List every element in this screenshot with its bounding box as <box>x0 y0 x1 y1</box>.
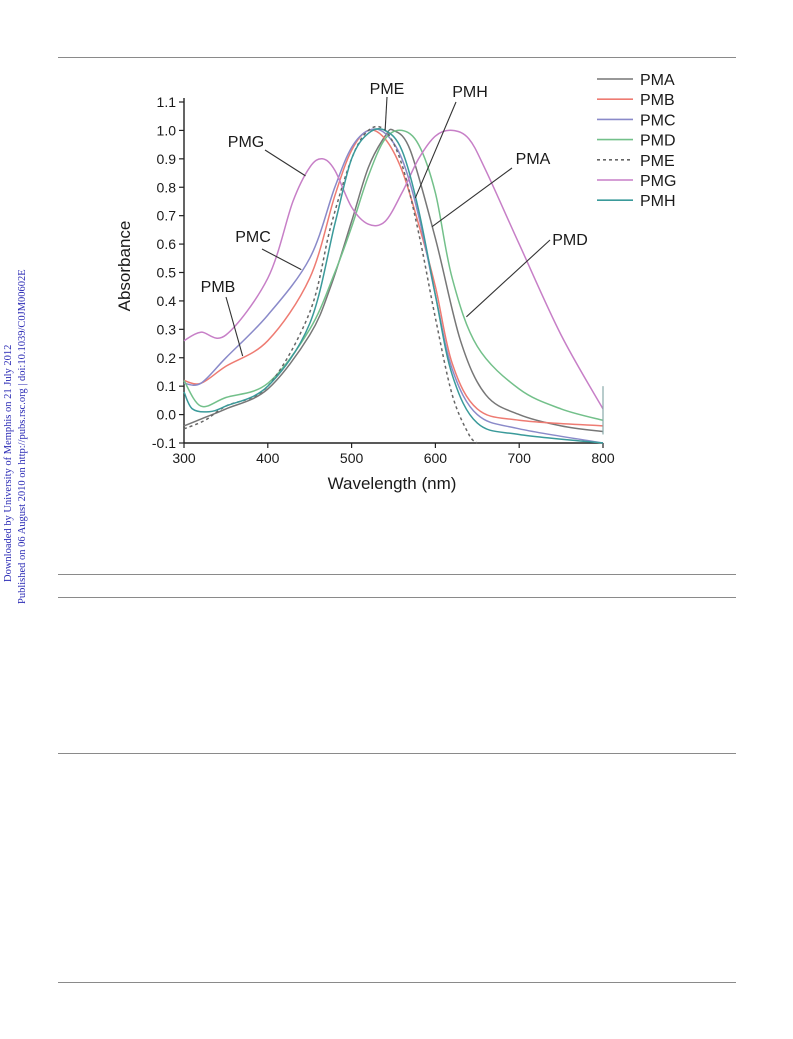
x-tick-label: 700 <box>508 450 532 466</box>
legend-label-pmd: PMD <box>640 133 676 150</box>
top-rule <box>58 57 736 58</box>
y-tick-label: 0.5 <box>157 265 177 281</box>
series-pmd-line <box>183 129 604 422</box>
tick-labels: 300 400 500 600 700 800 1.1 1.0 0.9 0.8 0.7 0.6 0.5 0… <box>152 94 615 466</box>
y-tick-label: 1.1 <box>157 94 177 110</box>
annotation-label-pmd: PMD <box>552 232 588 249</box>
annotation-label-pma: PMA <box>516 151 551 168</box>
x-tick-label: 400 <box>256 450 280 466</box>
y-tick-label: 0.1 <box>157 378 177 394</box>
annotation-label-pmh: PMH <box>452 84 488 101</box>
y-tick-label: 0.4 <box>157 293 177 309</box>
table-top-rule <box>58 597 736 598</box>
annotation-pmg: PMG <box>228 134 306 177</box>
annotation-pmh: PMH <box>414 84 488 199</box>
legend-label-pmb: PMB <box>640 92 675 109</box>
legend-item-pmc: PMC <box>597 112 676 129</box>
y-tick-label: 1.0 <box>157 122 177 138</box>
x-tick-label: 500 <box>340 450 364 466</box>
legend-label-pme: PME <box>640 153 675 170</box>
legend-item-pme: PME <box>597 153 675 170</box>
annotation-label-pme: PME <box>370 81 405 98</box>
annotation-label-pmg: PMG <box>228 134 264 151</box>
x-tick-label: 300 <box>172 450 196 466</box>
annotation-leader-pme <box>384 96 388 131</box>
annotation-pme: PME <box>370 81 405 131</box>
series-pmc-line <box>183 128 604 444</box>
annotation-leader-pmh <box>414 101 457 199</box>
y-tick-label: 0.6 <box>157 236 177 252</box>
annotation-leader-pmd <box>466 239 551 318</box>
x-tick-label: 800 <box>591 450 615 466</box>
legend: PMA PMB PMC PMD PME PMG PMH <box>597 72 676 210</box>
x-axis-title: Wavelength (nm) <box>328 474 457 493</box>
legend-label-pmc: PMC <box>640 112 676 129</box>
annotation-pmb: PMB <box>201 279 244 357</box>
annotation-leader-pma <box>431 167 513 228</box>
annotation-label-pmc: PMC <box>235 229 271 246</box>
legend-label-pmg: PMG <box>640 173 676 190</box>
legend-label-pmh: PMH <box>640 193 676 210</box>
x-tick-label: 600 <box>424 450 448 466</box>
annotations: PME PMH PMG PMA PMC PMD PMB <box>201 81 588 357</box>
annotation-label-pmb: PMB <box>201 279 236 296</box>
annotation-leader-pmb <box>225 296 244 357</box>
page-bottom-rule <box>58 982 736 983</box>
y-axis-title: Absorbance <box>115 221 134 312</box>
y-tick-label: 0.7 <box>157 208 177 224</box>
legend-item-pma: PMA <box>597 72 675 89</box>
legend-item-pmh: PMH <box>597 193 676 210</box>
y-tick-label: 0.0 <box>157 407 177 423</box>
series-pmg-line <box>183 129 604 410</box>
legend-item-pmd: PMD <box>597 133 676 150</box>
annotation-pmc: PMC <box>235 229 302 271</box>
curves <box>183 125 604 444</box>
legend-item-pmb: PMB <box>597 92 675 109</box>
plot-frame <box>179 98 604 448</box>
series-pmb-line <box>183 129 604 427</box>
y-tick-label: -0.1 <box>152 435 176 451</box>
annotation-leader-pmc <box>261 248 302 271</box>
legend-label-pma: PMA <box>640 72 675 89</box>
legend-item-pmg: PMG <box>597 173 676 190</box>
figure-bottom-rule <box>58 574 736 575</box>
y-tick-label: 0.2 <box>157 350 177 366</box>
series-pmh-line <box>183 128 604 444</box>
y-tick-label: 0.9 <box>157 151 177 167</box>
annotation-leader-pmg <box>264 149 306 177</box>
absorbance-chart: PME PMH PMG PMA PMC PMD PMB PMA PMB PMC PMD PME PMG… <box>115 72 676 493</box>
y-tick-label: 0.8 <box>157 179 177 195</box>
annotation-pmd: PMD <box>466 232 588 318</box>
series-pma-line <box>183 128 604 433</box>
y-tick-label: 0.3 <box>157 321 177 337</box>
table-bottom-rule <box>58 753 736 754</box>
annotation-pma: PMA <box>431 151 551 228</box>
